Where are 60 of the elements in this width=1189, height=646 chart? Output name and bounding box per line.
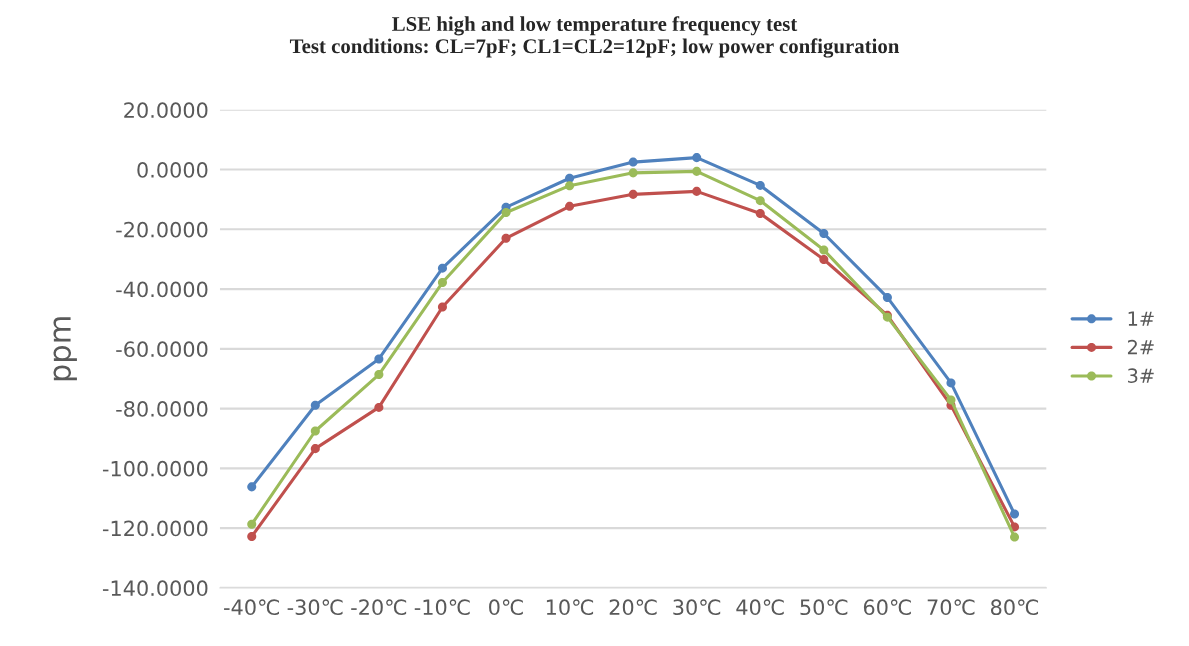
- x-tick-label: -30℃: [287, 599, 343, 616]
- y-tick-label: -40.0000: [116, 281, 208, 298]
- legend-label: 2#: [1127, 339, 1154, 355]
- chart-title: LSE high and low temperature frequency test Test conditions: CL=7pF; CL1=CL2=12pF; low power configuration: [289, 16, 900, 58]
- point: [755, 208, 765, 219]
- x-tick-label: -20℃: [351, 599, 407, 616]
- y-tick-label: -20.0000: [116, 221, 208, 238]
- y-tick-label: 0.0000: [137, 162, 208, 178]
- point: [437, 302, 447, 312]
- x-tick-label: 30℃: [673, 599, 721, 616]
- point: [247, 519, 257, 529]
- point: [247, 531, 257, 541]
- point: [819, 229, 829, 239]
- point: [247, 482, 257, 492]
- x-tick-label: 50℃: [800, 599, 848, 616]
- point: [946, 378, 956, 388]
- point: [692, 153, 702, 163]
- y-tick-label: -80.0000: [116, 401, 208, 417]
- x-tick-label: 0℃: [489, 599, 523, 616]
- y-tick-label: -100.0000: [102, 460, 208, 477]
- point: [565, 201, 575, 211]
- point: [692, 166, 702, 176]
- point: [882, 292, 892, 302]
- y-tick-label: -140.0000: [102, 580, 208, 597]
- point: [374, 370, 384, 380]
- y-tick-label: -120.0000: [102, 520, 208, 537]
- x-tick-label: 80℃: [991, 599, 1039, 616]
- point: [374, 402, 384, 412]
- y-tick-label: 20.0000: [124, 102, 208, 119]
- x-tick-label: 60℃: [863, 599, 911, 616]
- point: [819, 245, 829, 255]
- x-tick-label: 20℃: [609, 599, 657, 616]
- point: [501, 208, 511, 218]
- point: [692, 186, 702, 196]
- point: [628, 189, 638, 199]
- point: [437, 278, 447, 288]
- point: [819, 254, 829, 265]
- point: [755, 196, 765, 206]
- point: [374, 354, 384, 364]
- point: [437, 263, 447, 273]
- y-axis-title: ppm: [53, 317, 77, 381]
- point: [310, 400, 320, 410]
- point: [310, 444, 320, 454]
- point: [628, 157, 638, 167]
- x-tick-label: -10℃: [414, 599, 470, 616]
- point: [1010, 509, 1020, 519]
- y-tick-label: -60.0000: [116, 341, 208, 358]
- point: [501, 233, 511, 243]
- point: [1010, 532, 1020, 542]
- point: [946, 395, 956, 405]
- x-tick-label: 70℃: [927, 599, 975, 616]
- x-tick-label: -40℃: [224, 599, 279, 616]
- point: [565, 181, 575, 191]
- point: [628, 168, 638, 178]
- legend-label: 3#: [1128, 368, 1154, 384]
- x-tick-label: 10℃: [546, 599, 594, 616]
- point: [755, 180, 765, 190]
- x-tick-label: 40℃: [736, 599, 784, 616]
- legend-label: 1#: [1128, 311, 1154, 326]
- point: [310, 426, 320, 436]
